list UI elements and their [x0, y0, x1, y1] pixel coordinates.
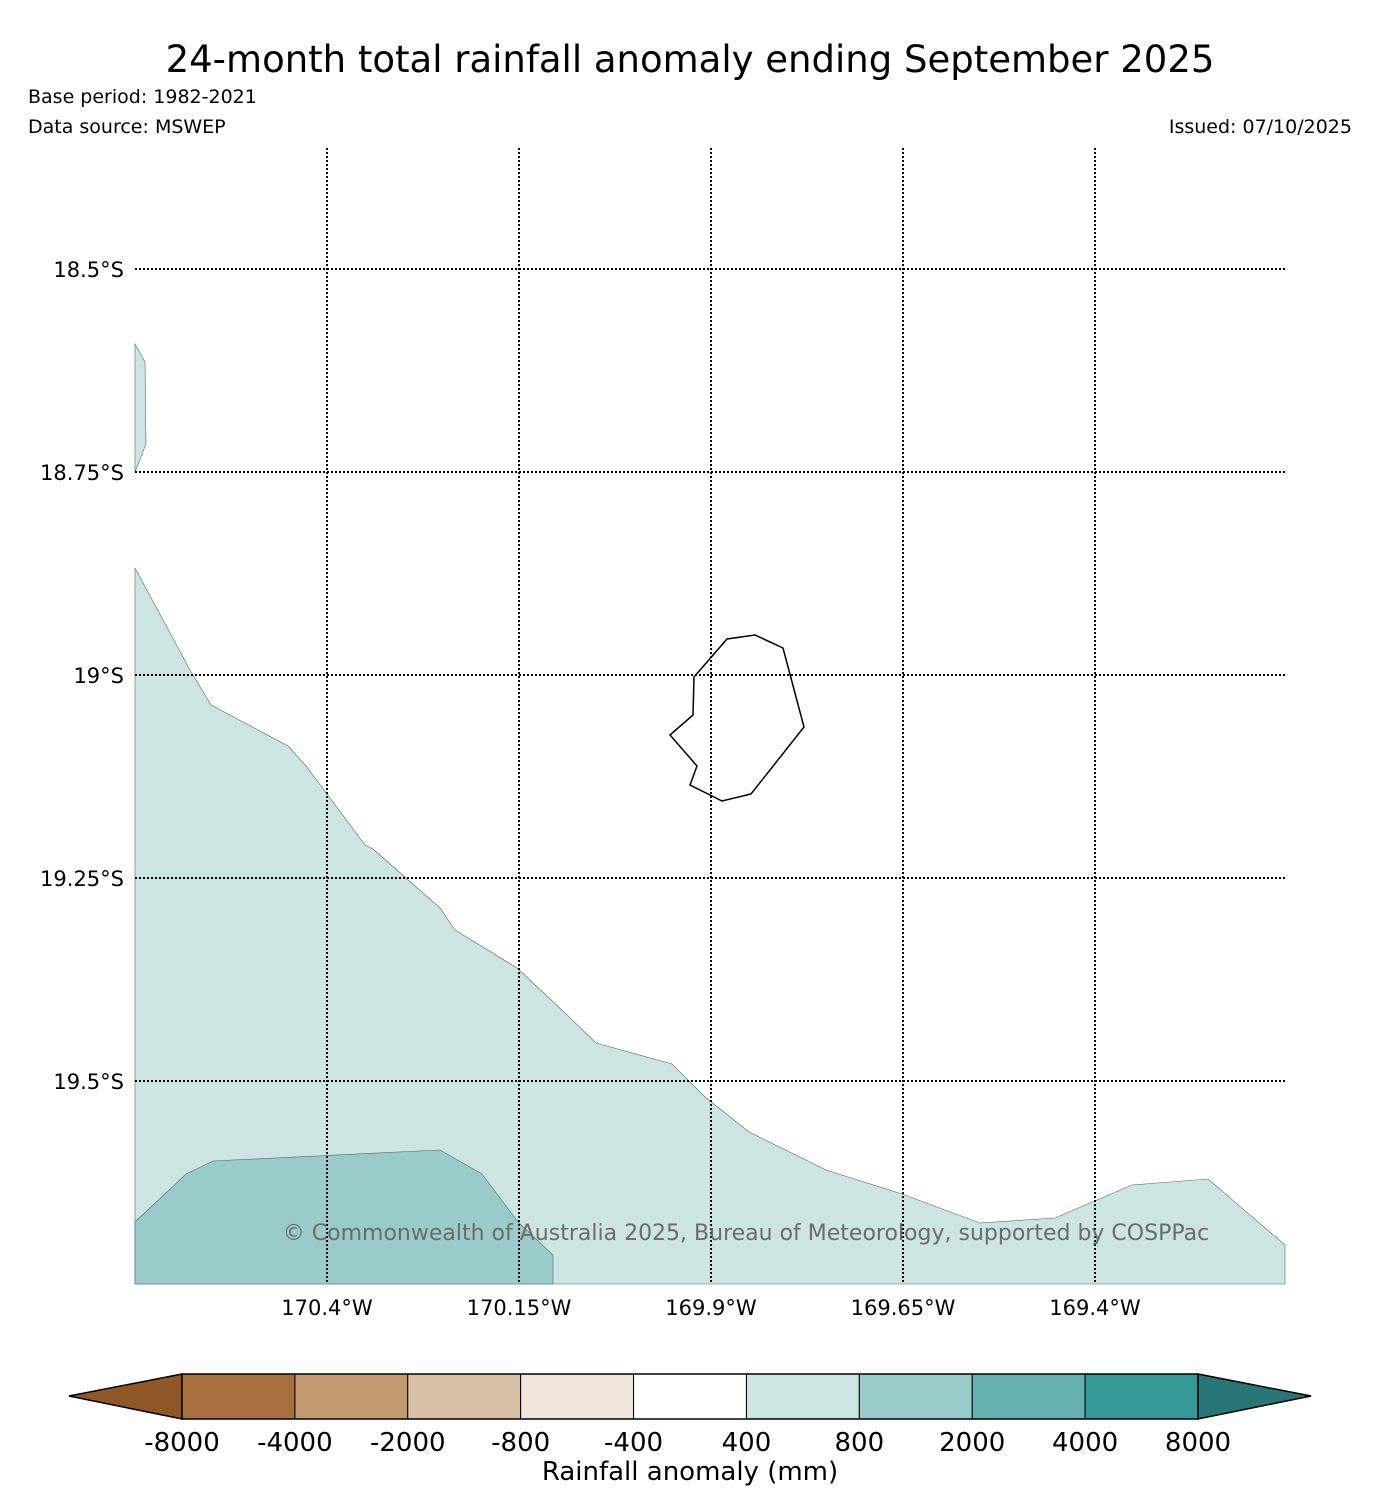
- colorbar-tick-label: -4000: [257, 1428, 333, 1458]
- lon-label: 170.15°W: [467, 1296, 572, 1320]
- map-panel: 18.5°S 18.75°S 19°S 19.25°S 19.5°S 170.4…: [40, 148, 1286, 1320]
- colorbar-segment: [520, 1373, 635, 1420]
- colorbar-segment: [971, 1373, 1086, 1420]
- colorbar-segment: [633, 1373, 747, 1420]
- lat-label: 18.75°S: [40, 461, 124, 485]
- data-source-label: Data source: MSWEP: [28, 116, 226, 138]
- colorbar: -8000 -4000 -2000 -800 -400 400 800 2000 4000 800…: [68, 1373, 1312, 1487]
- lon-label: 169.65°W: [851, 1296, 956, 1320]
- copyright-notice: © Commonwealth of Australia 2025, Bureau…: [283, 1221, 1209, 1246]
- colorbar-ticks: -8000 -4000 -2000 -800 -400 400 800 2000 4000 800…: [144, 1428, 1231, 1458]
- colorbar-tick-label: -8000: [144, 1428, 220, 1458]
- lat-label: 19°S: [73, 664, 124, 688]
- anomaly-region-800-2000: [134, 1149, 554, 1285]
- colorbar-tick-label: 2000: [939, 1428, 1005, 1458]
- lat-label: 19.25°S: [40, 867, 124, 891]
- colorbar-tick-label: 8000: [1165, 1428, 1231, 1458]
- colorbar-tick-label: 400: [722, 1428, 772, 1458]
- colorbar-tick-label: 800: [835, 1428, 885, 1458]
- map-title: 24-month total rainfall anomaly ending S…: [165, 38, 1215, 81]
- colorbar-segment: [181, 1373, 296, 1420]
- colorbar-over-arrow: [1197, 1373, 1312, 1420]
- lon-label: 169.9°W: [665, 1296, 757, 1320]
- colorbar-under-arrow: [68, 1373, 183, 1420]
- lon-label: 170.4°W: [281, 1296, 373, 1320]
- colorbar-segment: [407, 1373, 522, 1420]
- colorbar-tick-label: -2000: [370, 1428, 446, 1458]
- colorbar-segment: [858, 1373, 973, 1420]
- colorbar-segments: [181, 1373, 1199, 1420]
- colorbar-segment: [294, 1373, 409, 1420]
- issued-date-label: Issued: 07/10/2025: [1168, 116, 1352, 138]
- lon-label: 169.4°W: [1049, 1296, 1141, 1320]
- colorbar-segment: [1084, 1373, 1199, 1420]
- lat-label: 18.5°S: [53, 258, 124, 282]
- colorbar-tick-label: -800: [491, 1428, 550, 1458]
- colorbar-tick-label: 4000: [1052, 1428, 1118, 1458]
- island-outline: [668, 634, 805, 802]
- colorbar-segment: [745, 1373, 860, 1420]
- anomaly-region-400-800: [134, 342, 1286, 1285]
- colorbar-tick-label: -400: [604, 1428, 663, 1458]
- lat-label: 19.5°S: [53, 1070, 124, 1094]
- base-period-label: Base period: 1982-2021: [28, 86, 257, 108]
- colorbar-title: Rainfall anomaly (mm): [542, 1457, 838, 1487]
- longitude-gridlines: [326, 148, 1096, 1284]
